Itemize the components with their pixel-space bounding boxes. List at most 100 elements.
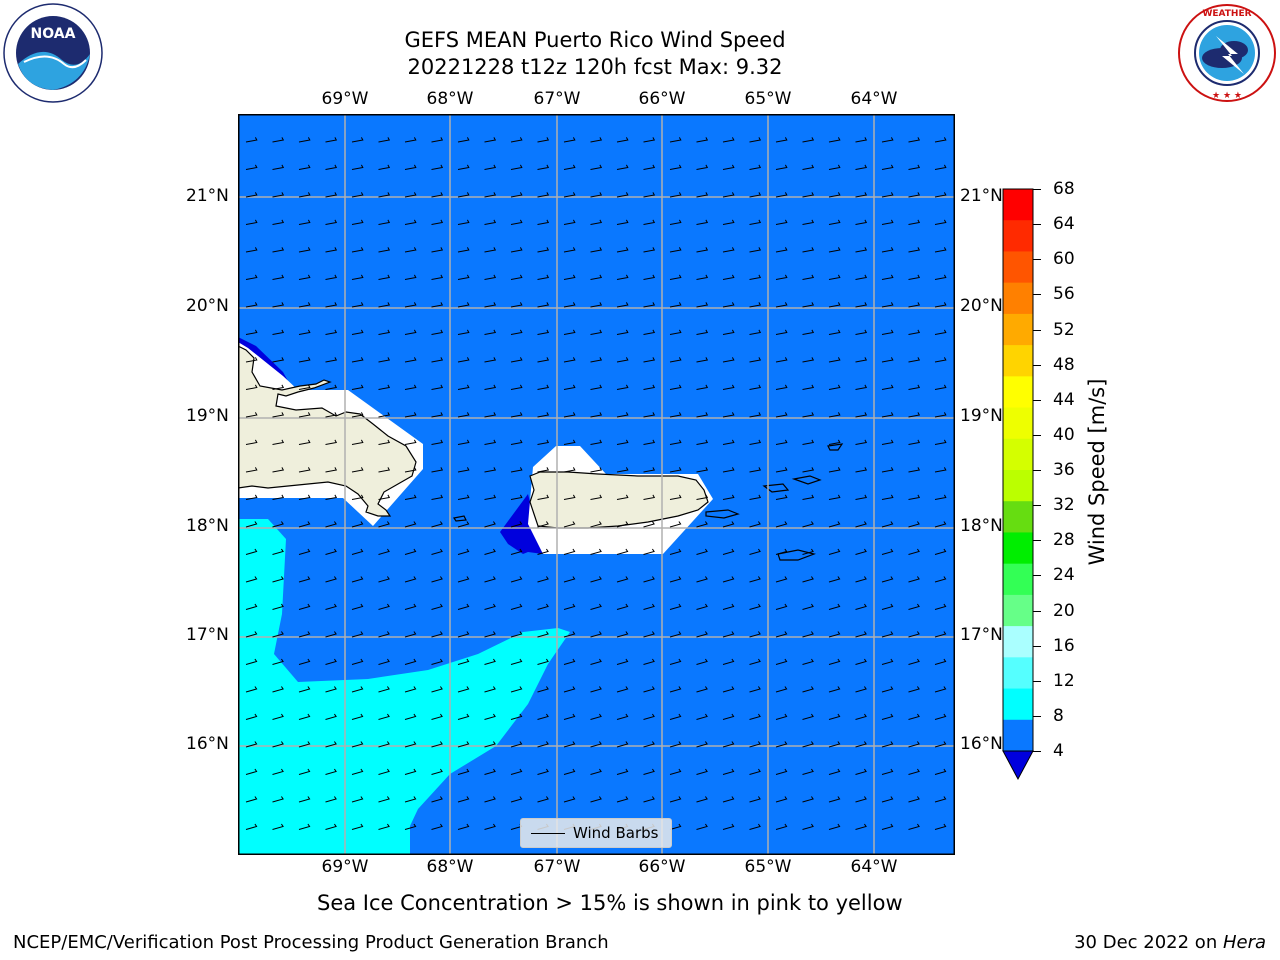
wind-barb (881, 494, 894, 500)
wind-barb (881, 192, 894, 198)
wind-barb (325, 357, 338, 363)
wind-barb (881, 631, 894, 638)
wind-barb (484, 576, 496, 583)
colorbar-segment (1003, 688, 1033, 721)
wind-barb (325, 467, 338, 473)
colorbar-tick-label: 8 (1053, 705, 1064, 726)
wind-barb (378, 768, 390, 775)
wind-barb (749, 658, 761, 665)
wind-barb (722, 192, 735, 198)
wind-barb (802, 521, 814, 528)
wind-barb (378, 439, 391, 445)
wind-barb (616, 576, 629, 583)
colorbar-segment (1003, 407, 1033, 440)
wind-barb (722, 247, 735, 253)
wind-barb (643, 329, 656, 335)
wind-barb (457, 494, 470, 500)
wind-barb (484, 658, 496, 665)
wind-barb (563, 658, 576, 665)
wind-barb (855, 823, 867, 830)
wind-barb (749, 384, 762, 390)
wind-barb (431, 494, 444, 500)
wind-barb (404, 658, 417, 665)
wind-barb (431, 302, 444, 308)
wind-barb (775, 823, 788, 830)
wind-barb (643, 603, 655, 610)
wind-barb (802, 548, 814, 555)
wind-barb (643, 548, 655, 555)
wind-barb (484, 548, 496, 555)
wind-barb (722, 658, 735, 665)
wind-barb (669, 302, 682, 308)
wind-barb (643, 247, 656, 253)
sea-ice-note: Sea Ice Concentration > 15% is shown in … (317, 891, 903, 915)
wind-barb (404, 494, 417, 500)
wind-barb (325, 137, 338, 143)
footer-date: 30 Dec 2022 on Hera (1074, 932, 1266, 953)
wind-barb (828, 686, 841, 693)
wind-barb (510, 137, 523, 143)
wind-barb (934, 796, 947, 803)
wind-barb (351, 658, 364, 665)
wind-barb (696, 329, 709, 335)
wind-barb (908, 384, 921, 390)
wind-barb (272, 713, 284, 720)
wind-barb (457, 631, 470, 638)
wind-barb (749, 686, 761, 693)
wind-barb (378, 713, 390, 720)
footer-date-text: 30 Dec 2022 on (1074, 932, 1223, 953)
wind-barb (404, 467, 417, 473)
colorbar-tick-label: 24 (1053, 565, 1075, 586)
wind-barb (802, 768, 814, 775)
colorbar-tick-label: 4 (1053, 741, 1064, 761)
gridlines (238, 114, 955, 855)
wind-barb (696, 796, 708, 803)
wind-barb (908, 137, 921, 143)
colorbar-tick-mark (1033, 364, 1041, 366)
wind-barb (828, 164, 841, 170)
wind-barb (351, 494, 364, 500)
wind-barb (908, 658, 920, 665)
wind-barb (855, 302, 868, 308)
wind-barb (404, 384, 417, 390)
wind-barb (722, 384, 735, 390)
wind-barb (855, 768, 867, 775)
wind-barb (643, 741, 655, 748)
colorbar-tick-mark (1033, 470, 1041, 471)
wind-barb (643, 796, 655, 803)
wind-barb (855, 658, 867, 665)
wind-barb (457, 247, 470, 253)
lon-label-top: 69°W (321, 89, 369, 109)
wind-barb (722, 357, 735, 363)
colorbar-segment (1003, 626, 1033, 658)
wind-barb (775, 713, 788, 720)
wind-barb (431, 521, 443, 528)
wind-barb (563, 412, 576, 418)
wind-barb (298, 713, 311, 720)
colorbar-segment (1003, 532, 1033, 565)
wind-barb (616, 548, 629, 555)
wind-barb (245, 796, 258, 803)
wind-barb (855, 521, 867, 528)
wind-barb (484, 686, 496, 693)
wind-barb (563, 164, 576, 170)
wind-barb (272, 521, 284, 528)
wind-barb (378, 302, 391, 308)
wind-barb (934, 548, 947, 555)
wind-barb (272, 467, 285, 473)
wind-barb (298, 823, 311, 830)
svg-text:WEATHER: WEATHER (1202, 9, 1251, 19)
wind-barb (457, 521, 470, 528)
wind-barb (245, 576, 258, 583)
wind-barb (510, 576, 523, 583)
wind-barb (404, 576, 417, 583)
wind-barb (696, 219, 709, 225)
wind-barb (590, 329, 603, 335)
wind-barb (298, 741, 311, 748)
wind-barb (590, 439, 603, 445)
wind-barb (749, 494, 762, 500)
wind-barb (696, 576, 708, 583)
wind-barb (616, 412, 629, 418)
colorbar-tick-label: 40 (1053, 424, 1075, 445)
wind-barb (934, 603, 947, 610)
